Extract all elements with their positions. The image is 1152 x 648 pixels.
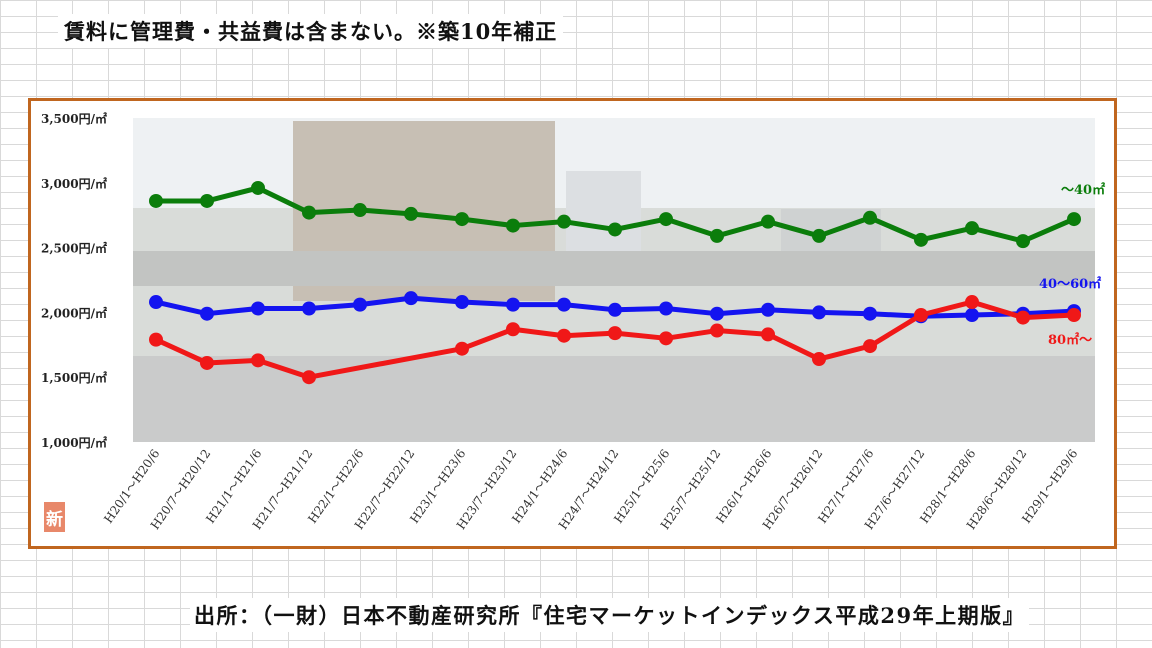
series-label: ～40㎡: [1061, 182, 1105, 198]
y-tick-label: 2,500円/㎡: [41, 241, 107, 256]
data-point: [812, 305, 826, 320]
data-point: [914, 232, 928, 247]
series-label: 80㎡～: [1048, 332, 1092, 348]
data-point: [149, 295, 163, 310]
data-point: [761, 302, 775, 317]
data-point: [302, 370, 316, 385]
data-point: [965, 295, 979, 310]
data-point: [251, 353, 265, 368]
x-tick-label: H20/1～H20/6: [101, 447, 162, 526]
data-point: [557, 297, 571, 312]
data-point: [608, 326, 622, 341]
data-point: [761, 214, 775, 229]
chart-frame: 1,000円/㎡ 1,500円/㎡ 2,000円/㎡ 2,500円/㎡ 3,000円/㎡…: [28, 98, 1117, 549]
data-point: [506, 218, 520, 233]
y-tick-label: 2,000円/㎡: [41, 305, 107, 320]
data-point: [353, 203, 367, 218]
data-point: [1067, 307, 1081, 322]
data-point: [455, 295, 469, 310]
data-point: [149, 332, 163, 347]
plot-background-street: [133, 251, 1095, 286]
data-point: [557, 328, 571, 343]
data-point: [965, 307, 979, 322]
x-tick-label: H28/1～H28/6: [917, 447, 978, 526]
data-point: [200, 306, 214, 321]
y-tick-label: 1,500円/㎡: [41, 370, 107, 385]
data-point: [149, 193, 163, 208]
x-tick-label: H26/1～H26/6: [713, 447, 774, 526]
data-point: [1016, 234, 1030, 249]
new-badge: 新: [44, 502, 65, 532]
x-tick-label: H24/1～H24/6: [509, 447, 570, 526]
y-tick-label: 3,500円/㎡: [41, 111, 107, 126]
data-point: [965, 221, 979, 236]
data-point: [608, 302, 622, 317]
data-point: [557, 214, 571, 229]
x-tick-label: H29/1～H29/6: [1019, 447, 1080, 526]
y-tick-label: 3,000円/㎡: [41, 176, 107, 191]
x-tick-label: H22/1～H22/6: [305, 447, 366, 526]
data-point: [251, 180, 265, 195]
source-citation: 出所：（一財）日本不動産研究所『住宅マーケットインデックス平成29年上期版』: [190, 598, 1030, 632]
data-point: [1067, 212, 1081, 227]
data-point: [812, 352, 826, 367]
data-point: [863, 306, 877, 321]
data-point: [710, 306, 724, 321]
data-point: [302, 301, 316, 316]
x-tick-label: H21/1～H21/6: [203, 447, 264, 526]
data-point: [251, 301, 265, 316]
data-point: [710, 228, 724, 243]
data-point: [404, 206, 418, 221]
data-point: [914, 307, 928, 322]
rent-line-chart: 1,000円/㎡ 1,500円/㎡ 2,000円/㎡ 2,500円/㎡ 3,000円/㎡…: [41, 111, 1105, 532]
x-tick-label: H27/1～H27/6: [815, 447, 876, 526]
x-tick-label: H25/1～H25/6: [611, 447, 672, 526]
data-point: [455, 212, 469, 227]
data-point: [863, 339, 877, 354]
series-label: 40～60㎡: [1039, 276, 1101, 292]
data-point: [302, 205, 316, 220]
data-point: [863, 210, 877, 225]
data-point: [506, 297, 520, 312]
data-point: [659, 212, 673, 227]
y-tick-label: 1,000円/㎡: [41, 435, 107, 450]
data-point: [812, 228, 826, 243]
data-point: [761, 327, 775, 342]
data-point: [608, 222, 622, 237]
data-point: [200, 355, 214, 370]
data-point: [455, 341, 469, 356]
data-point: [353, 297, 367, 312]
data-point: [659, 301, 673, 316]
data-point: [659, 331, 673, 346]
rent-note: 賃料に管理費・共益費は含まない。※築10年補正: [58, 14, 564, 48]
data-point: [506, 322, 520, 337]
data-point: [404, 291, 418, 306]
data-point: [1016, 310, 1030, 325]
data-point: [710, 323, 724, 338]
data-point: [200, 193, 214, 208]
x-tick-label: H23/1～H23/6: [407, 447, 468, 526]
